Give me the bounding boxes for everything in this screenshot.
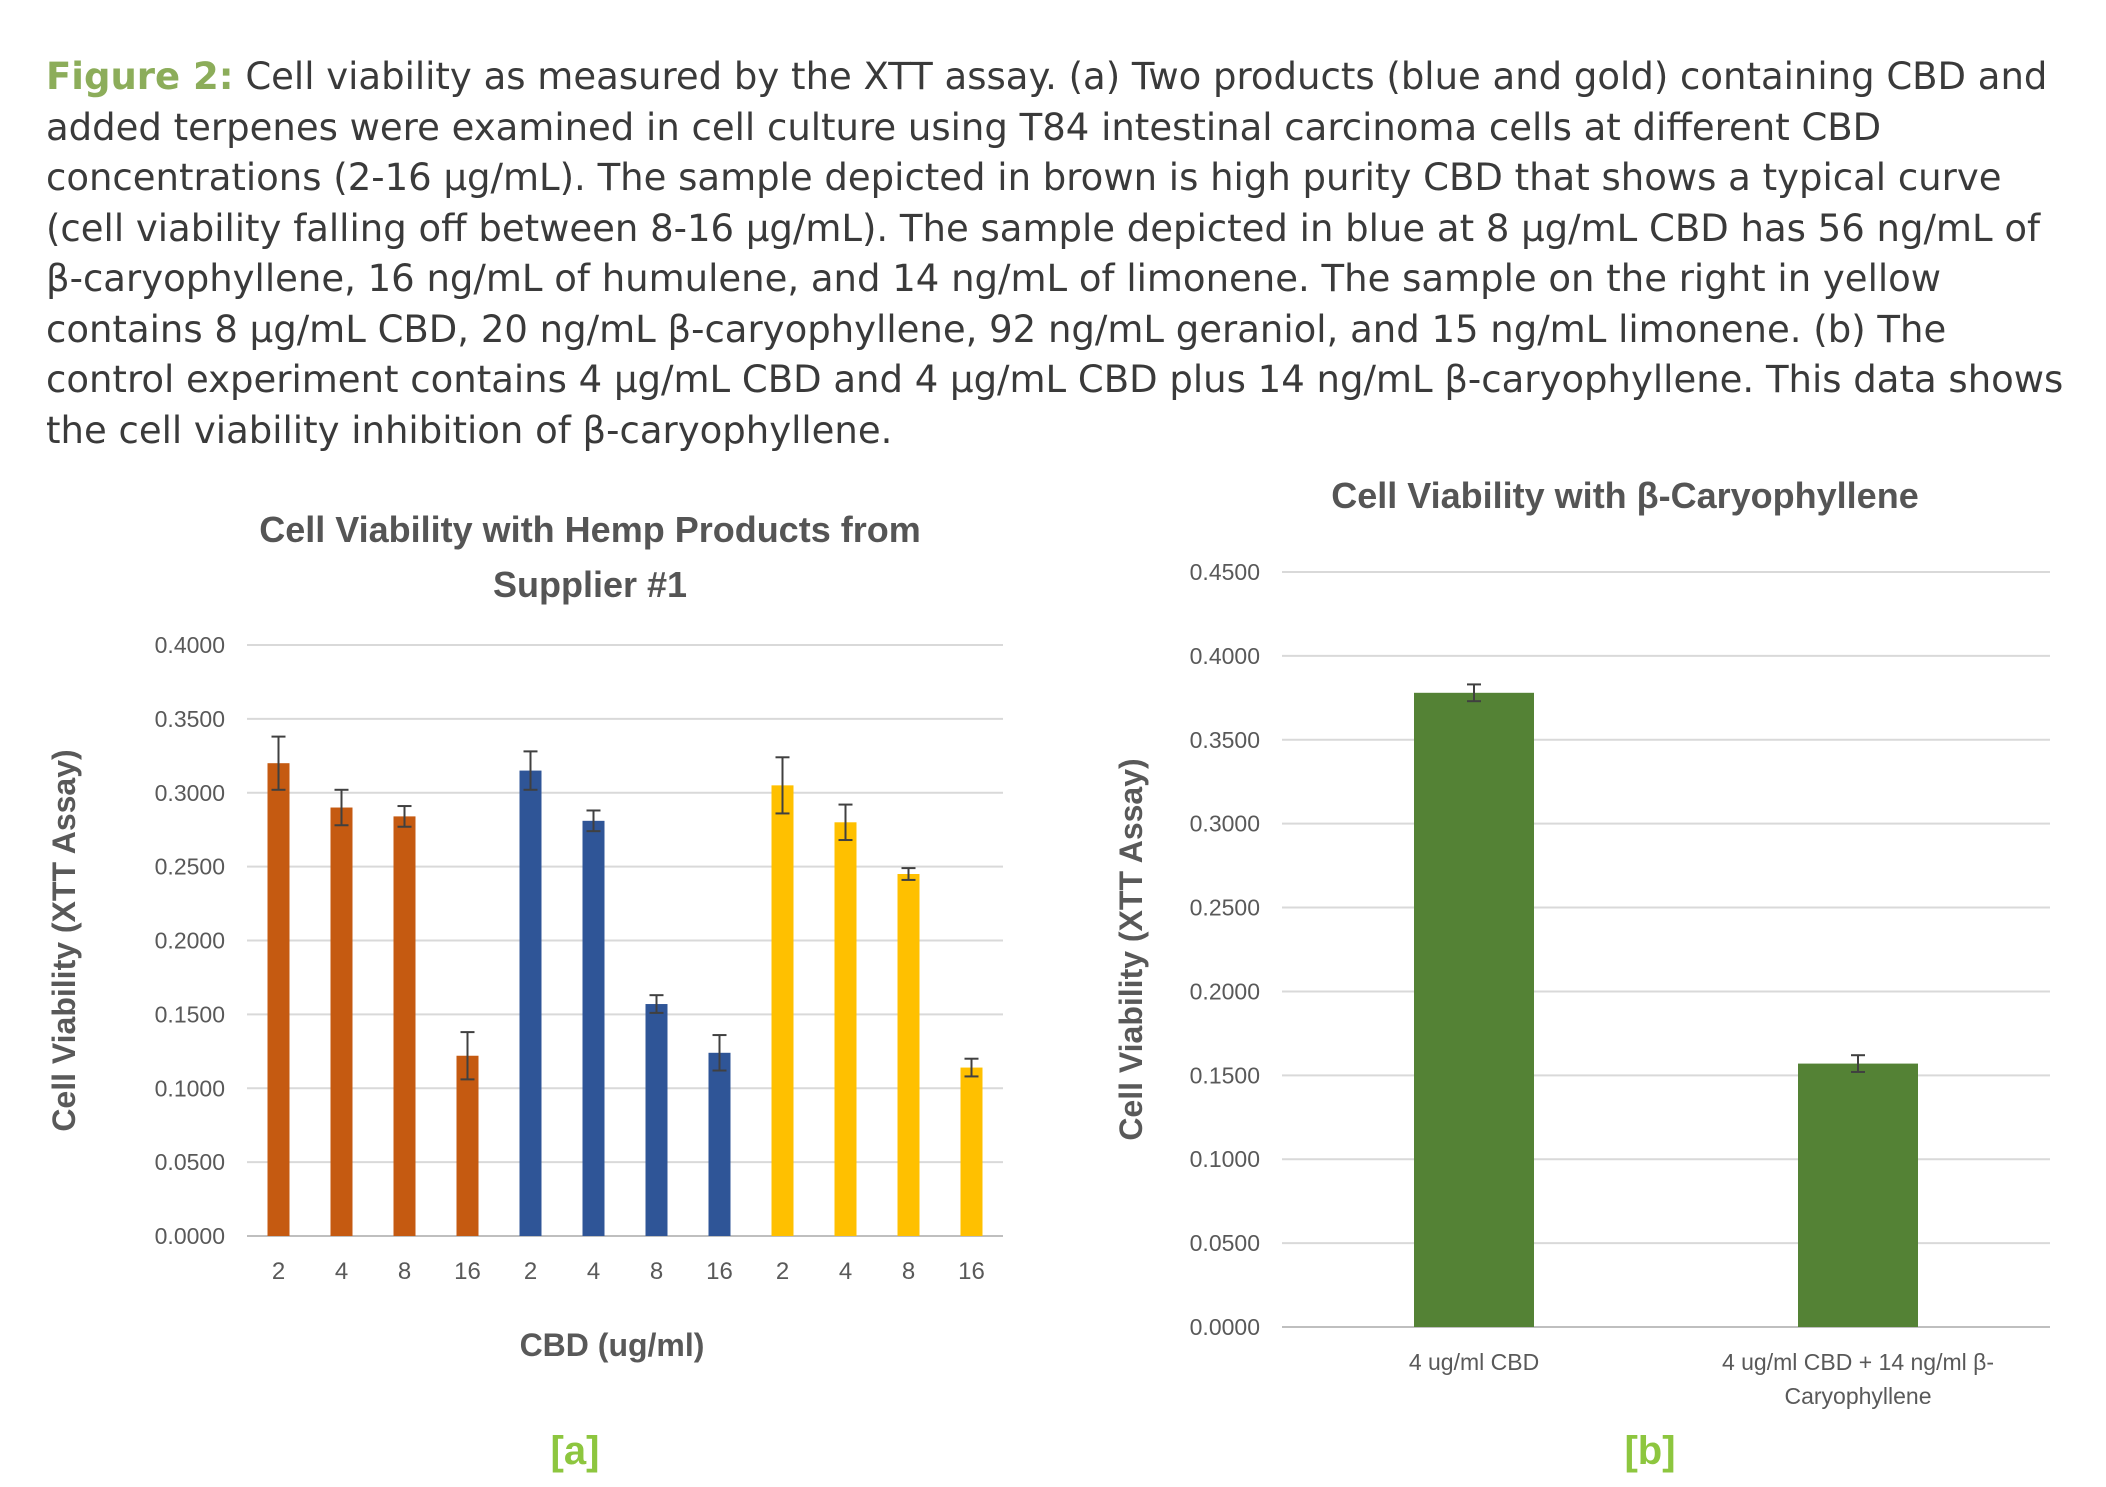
undefined-x-tick-label: 2 (272, 1258, 285, 1285)
undefined-y-tick-label: 0.1500 (1190, 1062, 1260, 1088)
undefined-y-tick-label: 0.3500 (1190, 727, 1260, 753)
undefined-y-tick-label: 0.2000 (1190, 978, 1260, 1004)
undefined-bar (1798, 1063, 1918, 1327)
undefined-y-tick-label: 0.2000 (155, 928, 225, 954)
undefined-x-tick-label: 8 (398, 1258, 411, 1285)
undefined-x-tick-label: 4 (839, 1258, 852, 1285)
undefined-y-tick-label: 0.3000 (155, 780, 225, 806)
undefined-x-tick-label: Caryophyllene (1784, 1383, 1931, 1409)
undefined-y-tick-label: 0.0000 (155, 1223, 225, 1249)
undefined-x-tick-label: 8 (902, 1258, 915, 1285)
undefined-x-tick-label: 2 (524, 1258, 537, 1285)
undefined-x-tick-label: 4 (587, 1258, 600, 1285)
undefined-bar (1414, 692, 1534, 1327)
undefined-title: Supplier #1 (493, 564, 687, 605)
undefined-panel-label: [a] (551, 1429, 600, 1473)
undefined-bar (330, 807, 353, 1236)
caption-text: Cell viability as measured by the XTT as… (46, 55, 2064, 452)
undefined-x-tick-label: 16 (958, 1258, 985, 1285)
chart-b-caryophyllene: 0.0000 0.0500 0.1000 0.1500 0.2000 0.2500 0.30… (1090, 460, 2070, 1473)
undefined-y-tick-label: 0.0000 (1190, 1314, 1260, 1340)
undefined-y-tick-label: 0.1500 (155, 1001, 225, 1027)
undefined-y-tick-label: 0.1000 (1190, 1146, 1260, 1172)
undefined-x-tick-label: 4 ug/ml CBD + 14 ng/ml β- (1722, 1349, 1994, 1375)
undefined-bar (960, 1067, 983, 1236)
undefined-y-tick-label: 0.4000 (155, 632, 225, 658)
undefined-y-tick-label: 0.1000 (155, 1075, 225, 1101)
undefined-bar (897, 874, 920, 1236)
undefined-x-tick-label: 16 (706, 1258, 733, 1285)
chart-a-hemp-products: 0.0000 0.0500 0.1000 0.1500 0.2000 0.2500 0.30… (30, 480, 1020, 1473)
undefined-y-tick-label: 0.2500 (1190, 895, 1260, 921)
undefined-bar (834, 822, 857, 1236)
undefined-y-tick-label: 0.0500 (1190, 1230, 1260, 1256)
undefined-y-tick-label: 0.0500 (155, 1149, 225, 1175)
undefined-y-tick-label: 0.4500 (1190, 559, 1260, 585)
undefined-bar (267, 763, 290, 1236)
undefined-bar (393, 816, 416, 1236)
chart-b-svg: 0.0000 0.0500 0.1000 0.1500 0.2000 0.2500 0.30… (1113, 475, 2050, 1473)
undefined-x-tick-label: 4 (335, 1258, 348, 1285)
undefined-panel-label: [b] (1624, 1429, 1675, 1473)
undefined-bar (771, 785, 794, 1236)
undefined-bar (456, 1055, 479, 1236)
undefined-y-axis-label: Cell Viability (XTT Assay) (1113, 758, 1149, 1140)
undefined-y-tick-label: 0.4000 (1190, 643, 1260, 669)
undefined-bar (519, 770, 542, 1236)
undefined-y-tick-label: 0.3000 (1190, 811, 1260, 837)
undefined-y-axis-label: Cell Viability (XTT Assay) (46, 749, 82, 1131)
undefined-bar (582, 820, 605, 1236)
undefined-bar (645, 1004, 668, 1236)
undefined-title: Cell Viability with β-Caryophyllene (1331, 475, 1918, 516)
undefined-x-tick-label: 2 (776, 1258, 789, 1285)
undefined-y-tick-label: 0.3500 (155, 706, 225, 732)
figure-label: Figure 2: (46, 55, 234, 98)
undefined-x-tick-label: 4 ug/ml CBD (1409, 1349, 1539, 1375)
undefined-x-axis-label: CBD (ug/ml) (520, 1327, 705, 1363)
figure-caption: Figure 2: Cell viability as measured by … (46, 52, 2066, 456)
undefined-x-tick-label: 8 (650, 1258, 663, 1285)
undefined-bar (708, 1052, 731, 1236)
undefined-title: Cell Viability with Hemp Products from (259, 509, 920, 550)
undefined-y-tick-label: 0.2500 (155, 854, 225, 880)
undefined-x-tick-label: 16 (454, 1258, 481, 1285)
chart-a-svg: 0.0000 0.0500 0.1000 0.1500 0.2000 0.2500 0.30… (46, 509, 1003, 1473)
